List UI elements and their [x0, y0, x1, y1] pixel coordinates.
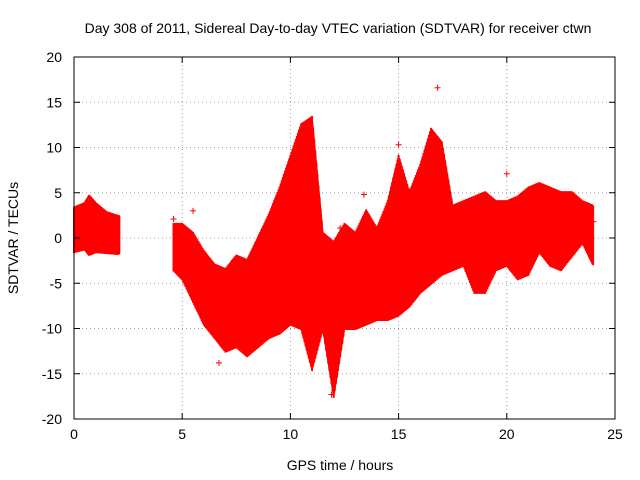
sdtvar-band-texture — [73, 194, 121, 256]
x-tick-label: 10 — [283, 426, 299, 442]
y-tick-label: -15 — [42, 366, 62, 382]
y-tick-label: -20 — [42, 411, 62, 427]
x-tick-label: 0 — [70, 426, 78, 442]
sdtvar-outlier-point — [190, 207, 197, 214]
sdtvar-band-texture — [172, 116, 594, 398]
sdtvar-outlier-point — [360, 191, 367, 198]
sdtvar-outlier-point — [503, 170, 510, 177]
y-tick-label: 20 — [46, 49, 62, 65]
y-tick-label: -5 — [50, 275, 63, 291]
sdtvar-outlier-point — [215, 359, 222, 366]
x-axis-label: GPS time / hours — [287, 457, 394, 473]
data-layer — [73, 84, 597, 398]
sdtvar-outlier-point — [590, 218, 597, 225]
sdtvar-outlier-point — [170, 215, 177, 222]
x-tick-label: 25 — [607, 426, 623, 442]
sdtvar-outlier-point — [395, 141, 402, 148]
x-tick-label: 5 — [178, 426, 186, 442]
y-tick-label: 10 — [46, 140, 62, 156]
y-tick-label: 0 — [54, 230, 62, 246]
sdtvar-outlier-point — [337, 225, 344, 232]
y-tick-label: 5 — [54, 185, 62, 201]
sdtvar-outlier-point — [328, 391, 335, 398]
chart-title: Day 308 of 2011, Sidereal Day-to-day VTE… — [85, 20, 592, 36]
y-axis-label: SDTVAR / TECUs — [5, 182, 21, 294]
x-tick-label: 20 — [499, 426, 515, 442]
tick-labels: 0 5 10 15 20 25 -20 -15 -10 -5 0 5 10 15 20 — [42, 49, 623, 442]
sdtvar-outlier-point — [434, 84, 441, 91]
ticks — [73, 56, 616, 420]
y-tick-label: 15 — [46, 94, 62, 110]
x-tick-label: 15 — [391, 426, 407, 442]
y-tick-label: -10 — [42, 321, 62, 337]
